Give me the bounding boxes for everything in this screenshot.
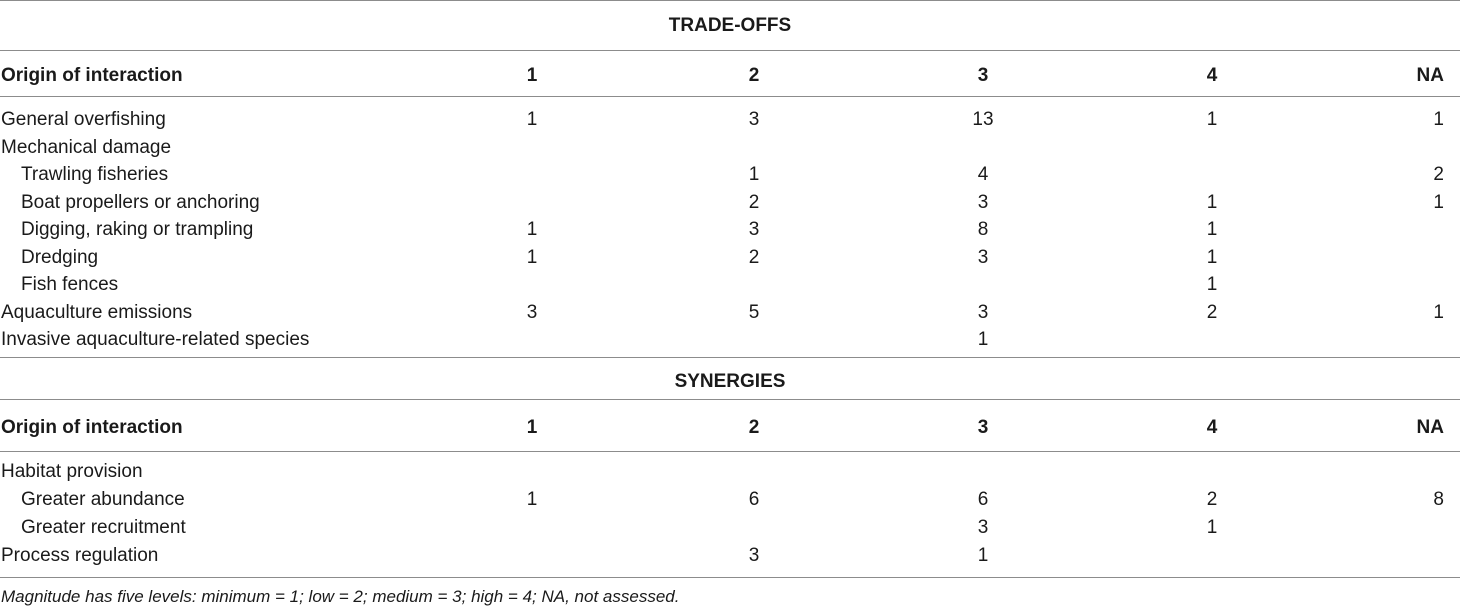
- cell-value: 6: [977, 489, 989, 510]
- row-label: Greater recruitment: [21, 517, 186, 538]
- cell-value: 2: [748, 191, 760, 213]
- column-header-3: 3: [977, 65, 989, 86]
- table-row: Trawling fisheries 1 4 2: [0, 161, 1460, 188]
- column-header-1: 1: [526, 417, 538, 438]
- cell-value: 1: [1433, 191, 1444, 213]
- cell-value: 1: [1206, 219, 1218, 240]
- tradeoffs-title: TRADE-OFFS: [668, 15, 792, 36]
- column-header-2: 2: [748, 417, 760, 438]
- synergies-header-rule: [0, 451, 1460, 452]
- row-label: Habitat provision: [1, 461, 143, 482]
- column-header-4: 4: [1206, 417, 1218, 438]
- table-footnote: Magnitude has five levels: minimum = 1; …: [1, 587, 680, 606]
- cell-value: 1: [1206, 517, 1218, 538]
- table-row: Boat propellers or anchoring 2 3 1 1: [0, 189, 1460, 216]
- cell-value: 5: [748, 301, 760, 323]
- column-header-na: NA: [1416, 65, 1444, 86]
- cell-value: 2: [1206, 301, 1218, 323]
- cell-value: 2: [1206, 489, 1218, 510]
- row-label: Mechanical damage: [1, 136, 172, 158]
- table-row: Mechanical damage: [0, 134, 1460, 161]
- column-header-4: 4: [1206, 65, 1218, 86]
- row-label: Process regulation: [1, 545, 159, 566]
- table-row: Fish fences 1: [0, 271, 1460, 298]
- row-label: Dredging: [21, 246, 99, 268]
- tradeoffs-header-row: Origin of interaction 1 2 3 4 NA: [0, 62, 1460, 89]
- column-header-3: 3: [977, 417, 989, 438]
- synergies-title-rule: [0, 399, 1460, 400]
- cell-value: 2: [1433, 164, 1444, 185]
- table-row: Digging, raking or trampling 1 3 8 1: [0, 216, 1460, 243]
- column-header-1: 1: [526, 65, 538, 86]
- row-label: Fish fences: [21, 274, 119, 295]
- synergies-title: SYNERGIES: [674, 371, 786, 392]
- cell-value: 4: [977, 164, 989, 185]
- cell-value: 3: [977, 246, 989, 268]
- column-header-origin: Origin of interaction: [1, 65, 183, 86]
- cell-value: 3: [977, 517, 989, 538]
- table-row: Dredging 1 2 3 1: [0, 244, 1460, 271]
- column-header-2: 2: [748, 65, 760, 86]
- table-row: Greater abundance 1 6 6 2 8: [0, 486, 1460, 513]
- cell-value: 1: [526, 109, 538, 130]
- table-bottom-rule: [0, 577, 1460, 578]
- cell-value: 1: [526, 489, 538, 510]
- cell-value: 3: [748, 109, 760, 130]
- cell-value: 1: [526, 219, 538, 240]
- table-row: Habitat provision: [0, 458, 1460, 485]
- cell-value: 8: [977, 219, 989, 240]
- table-row: Greater recruitment 3 1: [0, 514, 1460, 541]
- row-label: Boat propellers or anchoring: [21, 191, 260, 213]
- cell-value: 1: [1433, 109, 1444, 130]
- table-row: General overfishing 1 3 13 1 1: [0, 106, 1460, 133]
- cell-value: 3: [526, 301, 538, 323]
- row-label: Trawling fisheries: [21, 164, 169, 185]
- cell-value: 1: [748, 164, 760, 185]
- tradeoffs-header-rule: [0, 96, 1460, 97]
- cell-value: 3: [748, 219, 760, 240]
- table-row: Process regulation 3 1: [0, 542, 1460, 569]
- cell-value: 1: [1206, 109, 1218, 130]
- row-label: Greater abundance: [21, 489, 185, 510]
- row-label: Invasive aquaculture-related species: [1, 329, 310, 350]
- cell-value: 6: [748, 489, 760, 510]
- table-top-rule: [0, 0, 1460, 1]
- cell-value: 1: [526, 246, 538, 268]
- cell-value: 1: [977, 329, 989, 350]
- tradeoffs-title-rule: [0, 50, 1460, 51]
- cell-value: 2: [748, 246, 760, 268]
- row-label: Digging, raking or trampling: [21, 219, 254, 240]
- cell-value: 13: [972, 109, 994, 130]
- cell-value: 1: [1433, 301, 1444, 323]
- row-label: General overfishing: [1, 109, 166, 130]
- cell-value: 3: [977, 301, 989, 323]
- synergies-header-row: Origin of interaction 1 2 3 4 NA: [0, 414, 1460, 441]
- cell-value: 3: [977, 191, 989, 213]
- cell-value: 3: [748, 545, 760, 566]
- row-label: Aquaculture emissions: [1, 301, 193, 323]
- table-row: Invasive aquaculture-related species 1: [0, 326, 1460, 353]
- column-header-na: NA: [1416, 417, 1444, 438]
- cell-value: 1: [977, 545, 989, 566]
- cell-value: 1: [1206, 246, 1218, 268]
- cell-value: 1: [1206, 274, 1218, 295]
- cell-value: 8: [1433, 489, 1444, 510]
- cell-value: 1: [1206, 191, 1218, 213]
- table-row: Aquaculture emissions 3 5 3 2 1: [0, 299, 1460, 326]
- column-header-origin: Origin of interaction: [1, 417, 183, 438]
- tradeoffs-end-rule: [0, 357, 1460, 358]
